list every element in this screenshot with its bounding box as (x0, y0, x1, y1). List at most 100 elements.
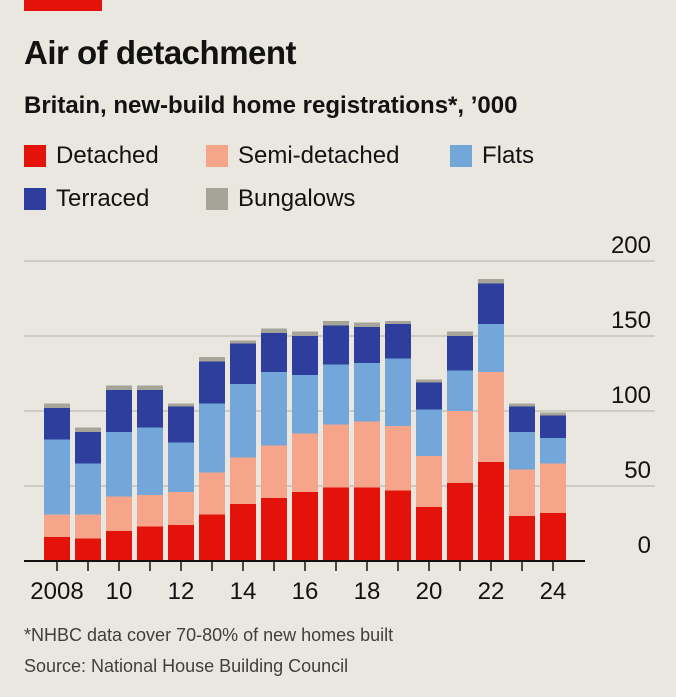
bar-2012-terraced (168, 406, 194, 443)
bar-2018-bungalows (354, 322, 380, 327)
bar-2017-flats (323, 364, 349, 425)
y-tick-label-100: 100 (611, 382, 651, 409)
bar-2018-semi (354, 421, 380, 488)
x-tick-label-2022: 22 (478, 578, 505, 605)
brand-accent-bar (24, 0, 102, 11)
bar-2024-flats (540, 438, 566, 464)
bar-2017-terraced (323, 325, 349, 365)
bar-2013-semi (199, 472, 225, 515)
bar-2015-detached (261, 498, 287, 561)
bar-2008-bungalows (44, 403, 70, 408)
bar-2011-flats (137, 427, 163, 495)
bar-2016-bungalows (292, 331, 318, 336)
bar-2019-bungalows (385, 321, 411, 324)
source-note: Source: National House Building Council (24, 656, 349, 676)
bar-2022-detached (478, 462, 504, 561)
bar-2024-semi (540, 463, 566, 513)
bar-2013-bungalows (199, 357, 225, 362)
x-tick-label-2018: 18 (354, 578, 381, 605)
y-tick-label-50: 50 (624, 457, 651, 484)
bar-2016-detached (292, 492, 318, 561)
bar-2022-semi (478, 372, 504, 462)
stacked-bar-chart: 0 50 100 150 200 2008 10 12 14 16 18 20 22 24 (24, 232, 655, 605)
bar-2011-semi (137, 495, 163, 527)
bar-2018-flats (354, 363, 380, 422)
bar-2016-terraced (292, 336, 318, 375)
bar-2023-flats (509, 432, 535, 470)
bar-2008-detached (44, 537, 70, 561)
legend-item-bungalows: Bungalows (206, 185, 355, 213)
x-tick-label-2024: 24 (540, 578, 567, 605)
bar-2017-detached (323, 487, 349, 561)
bar-2021-terraced (447, 336, 473, 371)
bar-2018-detached (354, 487, 380, 561)
legend-label-terraced: Terraced (56, 185, 150, 212)
legend-swatch-bungalows (206, 188, 228, 210)
bar-2009-terraced (75, 432, 101, 464)
footnote: *NHBC data cover 70-80% of new homes bui… (24, 625, 394, 645)
bar-2014-bungalows (230, 340, 256, 344)
bar-2024-terraced (540, 415, 566, 438)
bar-2020-bungalows (416, 379, 442, 383)
bar-2014-semi (230, 457, 256, 504)
bar-2012-flats (168, 442, 194, 492)
bar-2013-detached (199, 514, 225, 561)
chart-title: Air of detachment (24, 34, 297, 71)
bar-2009-semi (75, 514, 101, 539)
bar-2010-terraced (106, 390, 132, 432)
y-tick-label-200: 200 (611, 232, 651, 259)
bar-2020-detached (416, 507, 442, 561)
bar-2020-semi (416, 456, 442, 507)
x-tick-label-2010: 10 (106, 578, 133, 605)
legend-label-bungalows: Bungalows (238, 185, 356, 212)
bar-2012-detached (168, 525, 194, 561)
bar-2009-flats (75, 463, 101, 515)
x-tick-label-2016: 16 (292, 578, 319, 605)
x-tick-label-2008: 2008 (30, 578, 83, 605)
bar-2024-bungalows (540, 412, 566, 416)
y-tick-label-0: 0 (638, 532, 651, 559)
bar-2023-bungalows (509, 403, 535, 407)
legend-item-detached: Detached (24, 142, 159, 170)
bar-2021-semi (447, 411, 473, 483)
bar-2009-detached (75, 538, 101, 561)
bar-2019-terraced (385, 324, 411, 359)
x-tick-label-2014: 14 (230, 578, 257, 605)
bar-2016-flats (292, 375, 318, 434)
bar-2012-bungalows (168, 403, 194, 407)
legend-swatch-terraced (24, 188, 46, 210)
legend-swatch-flats (450, 145, 472, 167)
legend-item-semi-detached: Semi-detached (206, 142, 399, 170)
bar-2022-bungalows (478, 279, 504, 284)
bar-2016-semi (292, 433, 318, 492)
bar-2023-terraced (509, 406, 535, 432)
bar-2023-semi (509, 469, 535, 516)
bar-2014-flats (230, 384, 256, 458)
bar-2010-flats (106, 432, 132, 497)
legend-label-detached: Detached (56, 142, 159, 169)
legend-item-terraced: Terraced (24, 185, 149, 213)
bar-2010-bungalows (106, 385, 132, 390)
bar-2008-semi (44, 514, 70, 537)
bar-2017-bungalows (323, 321, 349, 326)
bar-2011-bungalows (137, 385, 163, 390)
bar-2012-semi (168, 492, 194, 525)
legend-swatch-detached (24, 145, 46, 167)
bar-2015-terraced (261, 333, 287, 372)
bar-2023-detached (509, 516, 535, 561)
bar-2022-terraced (478, 283, 504, 324)
bar-2017-semi (323, 424, 349, 488)
bar-2010-semi (106, 496, 132, 531)
bar-2013-flats (199, 403, 225, 473)
bar-2020-terraced (416, 382, 442, 410)
bar-2021-bungalows (447, 331, 473, 336)
legend-item-flats: Flats (450, 142, 534, 170)
bar-2015-bungalows (261, 328, 287, 333)
bar-2019-flats (385, 358, 411, 426)
bar-2008-flats (44, 439, 70, 515)
bar-2014-terraced (230, 343, 256, 384)
bar-2024-detached (540, 513, 566, 561)
y-tick-label-150: 150 (611, 307, 651, 334)
legend: Detached Semi-detached Flats Terraced Bu… (24, 142, 664, 222)
bar-2011-detached (137, 526, 163, 561)
